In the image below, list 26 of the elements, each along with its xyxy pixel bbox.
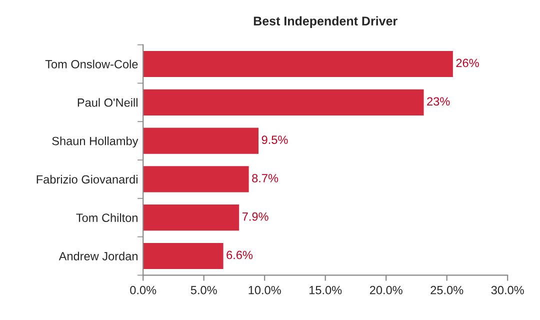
x-tick-label: 10.0%	[248, 286, 281, 294]
data-label: 6.6%	[226, 250, 253, 260]
y-tick-label: Tom Chilton	[76, 213, 138, 222]
x-tick-label: 15.0%	[310, 286, 342, 294]
bar	[143, 204, 240, 231]
x-tick-label: 0.0%	[130, 286, 156, 294]
data-label: 23%	[427, 97, 450, 106]
bar	[143, 50, 453, 78]
x-tick-label: 20.0%	[370, 286, 402, 294]
x-tick-label: 25.0%	[430, 286, 464, 294]
bar	[143, 128, 259, 154]
chart-title: Best Independent Driver	[254, 16, 398, 28]
data-label: 7.9%	[242, 212, 268, 221]
data-label: 26%	[456, 58, 479, 68]
y-tick-label: Andrew Jordan	[58, 252, 138, 260]
bar	[143, 166, 249, 192]
y-tick-label: Shaun Hollamby	[52, 136, 138, 148]
y-tick-label: Paul O'Neill	[78, 98, 138, 107]
bar	[143, 242, 224, 270]
x-tick-label: 30.0%	[491, 286, 524, 294]
x-tick-label: 5.0%	[190, 286, 217, 294]
y-tick-label: Fabrizio Giovanardi	[36, 174, 138, 184]
data-label: 9.5%	[262, 136, 288, 144]
y-tick-label: Tom Onslow-Cole	[45, 60, 138, 68]
data-label: 8.7%	[252, 174, 278, 182]
bar	[143, 89, 424, 116]
